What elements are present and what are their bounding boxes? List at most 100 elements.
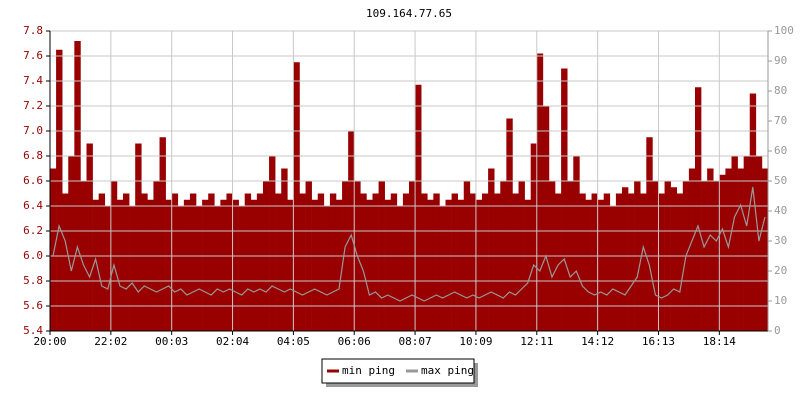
bar [220,199,227,331]
bar [524,199,531,331]
bar [116,199,124,331]
bar [74,41,81,331]
bar [86,143,93,331]
bar [749,93,757,331]
bar [135,143,142,331]
bar [427,199,434,331]
bar [317,193,325,331]
bar [123,193,130,331]
bar [202,199,209,331]
bar [329,193,337,331]
y2-tick-label: 10 [774,294,787,307]
x-tick-label: 16:13 [642,335,675,348]
y2-tick-label: 80 [774,84,787,97]
bar [62,193,69,331]
bar [512,193,519,331]
y-tick-label: 6.6 [23,174,43,187]
bar [311,199,319,331]
bar [171,193,179,331]
bar [269,156,276,331]
bar [694,87,702,331]
bar [725,168,732,331]
bar [445,199,452,331]
bar [609,206,617,331]
bar [183,199,191,331]
y2-tick-label: 100 [774,24,794,37]
y-tick-label: 7.6 [23,49,43,62]
bar [421,193,428,331]
bar [189,193,197,331]
bar [214,206,221,331]
bar [56,49,63,331]
bar [250,199,258,331]
bar [743,156,751,331]
bar [335,199,343,331]
bar [475,199,483,331]
y-tick-label: 6.8 [23,149,43,162]
bar [542,106,550,331]
x-tick-label: 20:00 [33,335,66,348]
bar [628,193,635,331]
y-tick-label: 6.4 [23,199,43,212]
bar [731,156,738,331]
x-tick-label: 18:14 [703,335,736,348]
bar [177,206,185,331]
x-tick-label: 12:11 [520,335,553,348]
x-tick-label: 14:12 [581,335,614,348]
bar [226,193,233,331]
bar [433,193,440,331]
bar [488,168,495,331]
x-tick-label: 04:05 [277,335,310,348]
bar [646,137,653,331]
bar [396,206,404,331]
bar [676,193,684,331]
bar [104,206,112,331]
bar [670,187,678,331]
x-tick-label: 00:03 [155,335,188,348]
bar [707,168,714,331]
bar [129,206,136,331]
bar [293,62,300,331]
y-tick-label: 5.8 [23,274,43,287]
y-tick-label: 7.0 [23,124,43,137]
bar [159,137,166,331]
bar [530,143,538,331]
bar [299,193,306,331]
bar [469,193,477,331]
x-tick-label: 08:07 [399,335,432,348]
legend-label: min ping [342,364,395,377]
bar [256,193,264,331]
bar [536,53,544,331]
bar [275,193,282,331]
bar [287,199,294,331]
bar [323,206,331,331]
bar [640,193,647,331]
bar [755,156,763,331]
bar [366,199,373,331]
x-tick-label: 22:02 [94,335,127,348]
bar [238,206,246,331]
bar [621,187,629,331]
bar [688,168,696,331]
bar [439,206,446,331]
bar [591,193,598,331]
bar [232,199,239,331]
legend-label: max ping [421,364,474,377]
y-tick-label: 7.2 [23,99,43,112]
bar [141,193,148,331]
y-tick-label: 7.8 [23,24,43,37]
bar [165,199,172,331]
y-tick-label: 5.4 [23,324,43,337]
bar [68,156,75,331]
bar [147,199,154,331]
bar [494,193,501,331]
line [52,186,766,302]
bar [555,193,562,331]
bar [390,193,398,331]
bar [506,118,513,331]
bar [761,168,769,331]
bar [457,199,465,331]
y2-tick-label: 60 [774,144,787,157]
